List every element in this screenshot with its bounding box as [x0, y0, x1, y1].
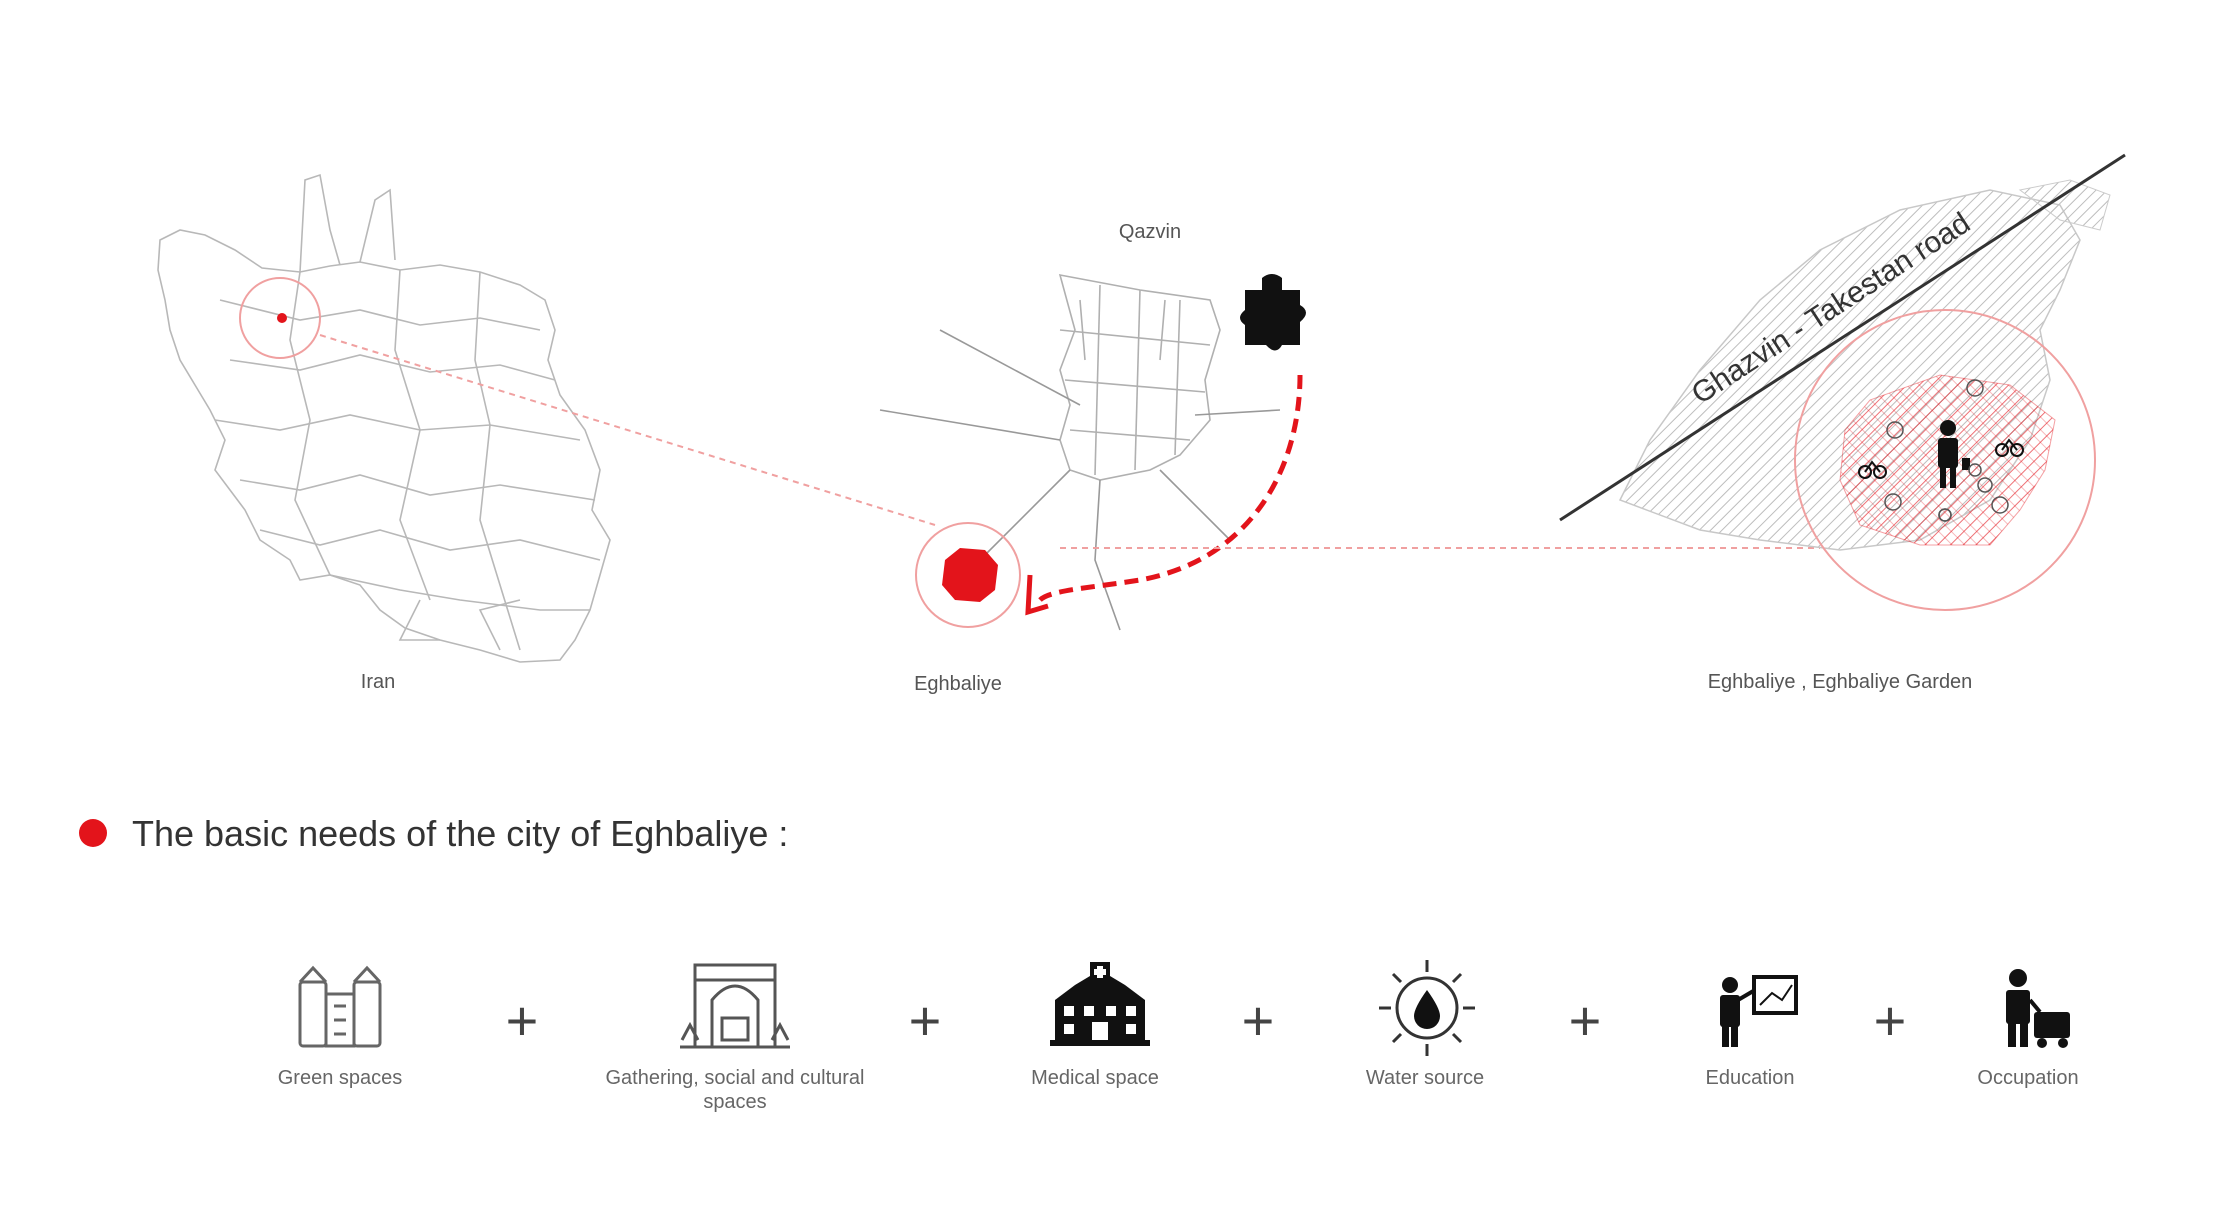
- cultural-gate-icon: [680, 963, 790, 1049]
- heading-bullet: [79, 819, 107, 847]
- eghbaliye-label: Eghbaliye: [914, 673, 1002, 695]
- iran-to-qazvin-leader: [319, 334, 936, 526]
- plus-sign-2: +: [909, 989, 942, 1052]
- hospital-icon: [1050, 962, 1150, 1046]
- puzzle-piece-icon: [1240, 274, 1306, 351]
- plus-sign-5: +: [1874, 989, 1907, 1052]
- worker-icon: [2006, 969, 2070, 1048]
- plus-sign-3: +: [1242, 989, 1275, 1052]
- green-space-icon: [298, 965, 382, 1048]
- iran-label: Iran: [361, 671, 395, 693]
- need-label-education: Education: [1706, 1067, 1795, 1089]
- qazvin-dot: [277, 313, 287, 323]
- qazvin-label: Qazvin: [1119, 221, 1181, 243]
- tree-icons-2: [1938, 463, 1982, 522]
- need-label-medical: Medical space: [1031, 1067, 1159, 1089]
- basic-needs-heading: The basic needs of the city of Eghbaliye…: [132, 813, 788, 854]
- eghbaliye-arrow: [1038, 374, 1303, 602]
- plus-sign-1: +: [506, 989, 539, 1052]
- eghbaliye-blob: [942, 548, 998, 602]
- qazvin-highlight-circle: [239, 277, 321, 359]
- need-label-occupation: Occupation: [1977, 1067, 2078, 1089]
- water-source-icon: [1379, 960, 1475, 1056]
- eghbaliye-highlight-circle: [915, 522, 1021, 628]
- need-label-cultural: Gathering, social and cultural: [605, 1067, 864, 1089]
- plus-sign-4: +: [1569, 989, 1602, 1052]
- need-label-cultural-2: spaces: [703, 1091, 766, 1113]
- bike-icon: [1858, 438, 2024, 479]
- iran-map: [157, 173, 611, 663]
- teacher-board-icon: [1720, 975, 1798, 1047]
- qazvin-city-map: [879, 273, 1281, 631]
- need-label-green-spaces: Green spaces: [278, 1067, 403, 1089]
- garden-highlight-circle: [1794, 309, 2096, 611]
- iran-outline: [157, 229, 611, 663]
- person-icon: [1938, 420, 1970, 488]
- garden-label: Eghbaliye , Eghbaliye Garden: [1708, 671, 1973, 693]
- need-label-water: Water source: [1366, 1067, 1484, 1089]
- road-line: [1559, 153, 2126, 522]
- eghbaliye-site-map: Ghazvin - Takestan road: [1559, 153, 2126, 611]
